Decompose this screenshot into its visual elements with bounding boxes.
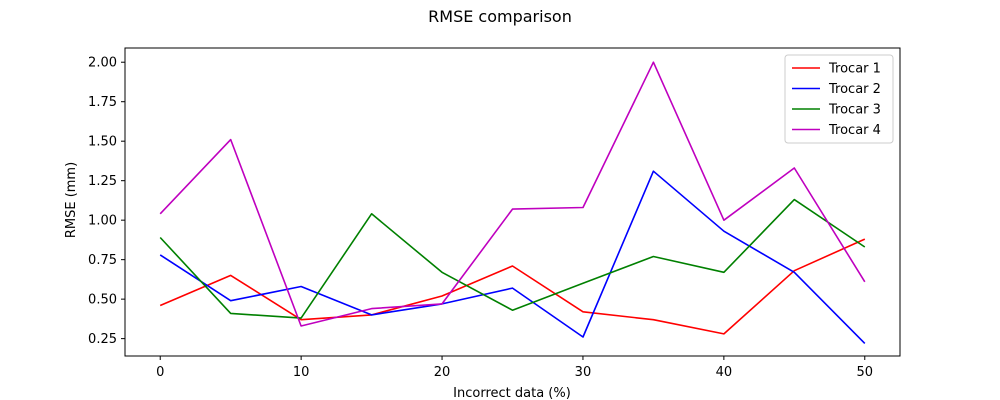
y-axis-label: RMSE (mm)	[64, 162, 79, 238]
x-tick-label: 0	[156, 365, 164, 380]
series-line-4	[159, 61, 866, 327]
legend-entry: Trocar 2	[828, 82, 881, 97]
series-line-3	[159, 198, 866, 319]
chart-title: RMSE comparison	[428, 7, 572, 26]
y-tick-label: 0.25	[88, 332, 117, 347]
legend-entry: Trocar 3	[828, 103, 881, 118]
legend: Trocar 1 Trocar 2 Trocar 3 Trocar 4	[784, 54, 894, 144]
x-tick-label: 10	[293, 365, 310, 380]
y-tick-label: 0.75	[88, 253, 117, 268]
legend-entry: Trocar 1	[828, 62, 881, 77]
y-tick-label: 0.50	[88, 293, 117, 308]
series-line-1	[159, 238, 866, 335]
x-tick-label: 50	[856, 365, 873, 380]
legend-box	[784, 54, 894, 144]
series-line-2	[159, 170, 866, 344]
x-axis-label: Incorrect data (%)	[453, 386, 571, 400]
x-tick-label: 20	[434, 365, 451, 380]
plot-frame	[124, 47, 901, 357]
legend-entry: Trocar 4	[828, 123, 881, 138]
x-tick-label: 40	[716, 365, 733, 380]
y-tick-label: 1.00	[88, 214, 117, 229]
y-tick-label: 1.50	[88, 135, 117, 150]
y-tick-label: 1.25	[88, 174, 117, 189]
y-tick-label: 2.00	[88, 56, 117, 71]
y-tick-label: 1.75	[88, 95, 117, 110]
plot-area: 0 10 20 30 40 50 0.25 0.50 0.75 1.00 1.25 1.50 1.75 2…	[88, 47, 901, 380]
x-tick-label: 30	[575, 365, 592, 380]
